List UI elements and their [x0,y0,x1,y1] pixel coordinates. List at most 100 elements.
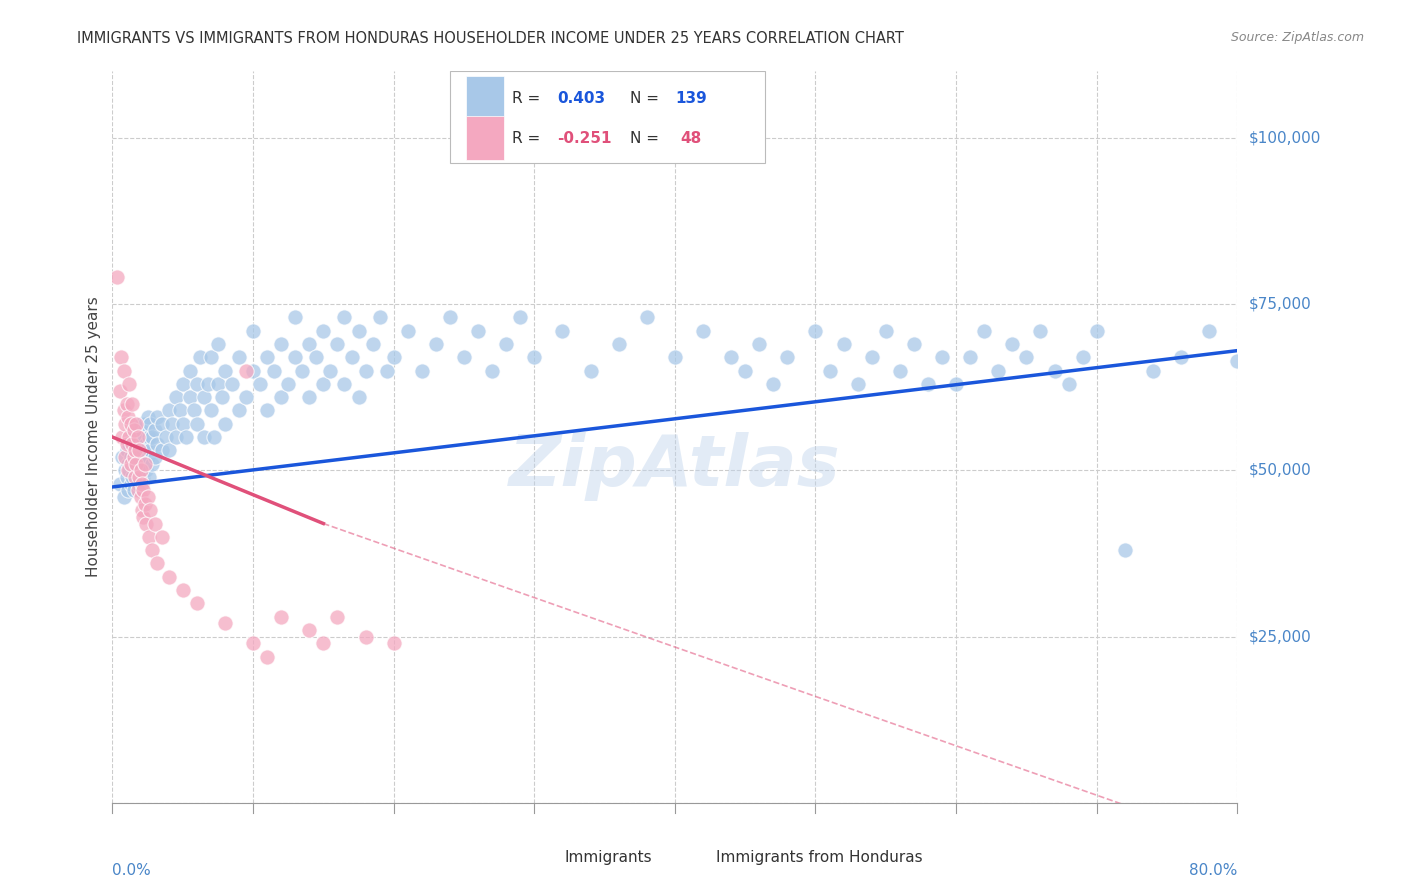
Point [129,443,152,458]
Point [120,417,142,431]
Point [139,417,162,431]
Point [200,403,222,417]
Point [333,310,356,325]
Point [122,424,145,438]
Point [115,397,138,411]
Point [903,337,925,351]
Point [136,490,159,504]
Point [129,463,152,477]
Point [235,363,257,377]
Point [396,324,419,338]
Point [636,310,658,325]
Point [242,363,264,377]
Point [270,390,292,404]
Point [453,351,475,365]
Point [125,463,148,477]
Point [207,337,229,351]
Point [214,363,236,377]
Text: -0.251: -0.251 [557,130,612,145]
Point [118,436,141,450]
Point [298,337,321,351]
Point [748,337,770,351]
Text: ZipAtlas: ZipAtlas [509,432,841,500]
Point [125,457,148,471]
Point [776,351,799,365]
Point [146,410,169,425]
Point [132,443,155,458]
Point [150,417,173,431]
Point [143,516,166,531]
Point [122,443,145,458]
Text: 48: 48 [681,130,702,145]
Point [361,337,384,351]
Point [207,376,229,391]
Point [124,470,146,484]
Point [136,410,159,425]
Point [134,457,156,471]
Point [551,324,574,338]
Point [141,457,163,471]
Point [128,424,150,438]
Point [235,390,257,404]
Point [495,337,517,351]
Point [108,476,131,491]
Point [607,337,630,351]
Point [832,337,855,351]
Point [1226,353,1249,368]
Point [221,376,243,391]
Point [124,457,146,471]
Point [105,270,128,285]
Point [987,363,1010,377]
Point [347,390,370,404]
FancyBboxPatch shape [465,116,503,161]
Point [120,476,142,491]
Point [1198,324,1220,338]
Point [118,463,141,477]
Point [256,351,278,365]
Point [214,417,236,431]
Point [117,410,139,425]
Point [319,363,342,377]
Point [804,324,827,338]
Point [186,376,208,391]
Text: $50,000: $50,000 [1249,463,1312,478]
Point [121,430,143,444]
Point [135,463,157,477]
Text: $100,000: $100,000 [1249,130,1320,145]
Point [117,483,139,498]
Point [128,443,150,458]
Point [108,384,131,398]
Point [128,463,150,477]
Point [138,430,160,444]
Point [340,351,363,365]
Point [111,450,134,464]
Point [114,450,136,464]
Point [277,376,299,391]
Point [214,616,236,631]
Point [172,582,194,597]
Point [917,376,939,391]
Point [720,351,742,365]
Point [1001,337,1024,351]
Text: 0.403: 0.403 [557,91,605,106]
Point [141,543,163,558]
Point [131,457,153,471]
Point [150,530,173,544]
Point [117,463,139,477]
Point [242,324,264,338]
Point [931,351,953,365]
Point [973,324,995,338]
Point [134,417,156,431]
Point [121,397,143,411]
Point [734,363,756,377]
Point [150,443,173,458]
Point [818,363,841,377]
Point [263,363,285,377]
Point [120,450,142,464]
Point [134,497,156,511]
Point [875,324,897,338]
Point [155,430,177,444]
Point [165,430,187,444]
Text: $25,000: $25,000 [1249,629,1312,644]
Point [200,351,222,365]
